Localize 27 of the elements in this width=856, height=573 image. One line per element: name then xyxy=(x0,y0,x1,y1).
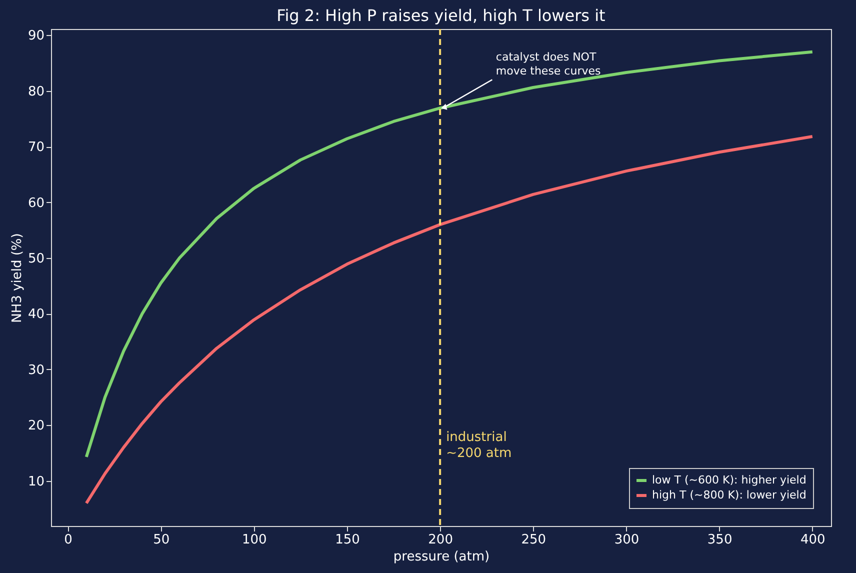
y-tick-label: 90 xyxy=(28,28,44,44)
x-axis-title: pressure (atm) xyxy=(393,550,490,564)
x-tick-label: 350 xyxy=(707,532,732,548)
x-tick-label: 150 xyxy=(335,532,360,548)
x-tick-label: 0 xyxy=(64,532,72,548)
line-series xyxy=(84,50,814,458)
x-tick-label: 50 xyxy=(153,532,170,548)
y-tick-label: 70 xyxy=(28,140,44,156)
y-tick-label: 30 xyxy=(28,362,44,378)
x-tick-label: 300 xyxy=(614,532,640,548)
y-tick-label: 80 xyxy=(28,84,44,100)
line-series xyxy=(84,135,814,505)
x-tick-label: 250 xyxy=(521,532,546,548)
y-tick-label: 20 xyxy=(28,418,44,434)
y-tick-label: 40 xyxy=(28,307,44,322)
x-tick-label: 400 xyxy=(800,532,826,548)
y-axis-title: NH3 yield (%) xyxy=(10,233,25,323)
y-tick-label: 50 xyxy=(28,252,44,266)
y-tick-label: 10 xyxy=(28,474,44,490)
legend-label: low T (~600 K): higher yield xyxy=(652,474,806,486)
x-tick-label: 100 xyxy=(242,532,267,548)
legend-label: high T (~800 K): lower yield xyxy=(652,488,806,502)
x-tick-label: 200 xyxy=(428,532,453,548)
chart-title: Fig 2: High P raises yield, high T lowers it xyxy=(276,6,606,25)
y-tick-label: 60 xyxy=(28,196,44,211)
annotation: catalyst does NOT move these curves xyxy=(496,50,601,78)
ref-line-label: industrial ~200 atm xyxy=(446,430,512,461)
